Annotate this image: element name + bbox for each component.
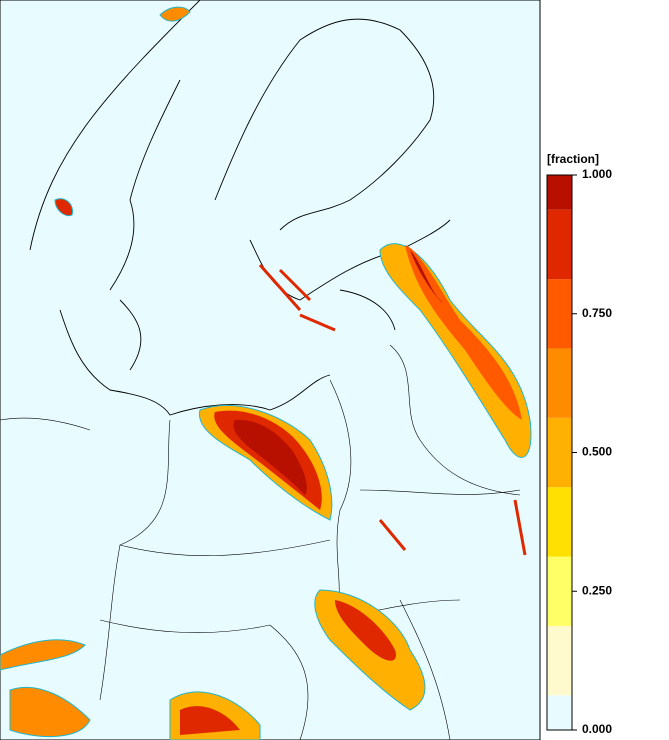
colorbar-bin: [547, 417, 572, 488]
colorbar-tick-label: 1.000: [582, 167, 612, 181]
colorbar-bin: [547, 348, 572, 418]
coastline: [59, 289, 396, 416]
colorbar-tick-label: 0.000: [582, 722, 612, 736]
colorbar-bin: [547, 556, 572, 626]
colorbar-tick-label: 0.750: [582, 306, 612, 320]
colorbar-title: [fraction]: [547, 152, 599, 166]
colorbar-tick-label: 0.500: [582, 445, 612, 459]
border: [0, 344, 521, 740]
colorbar-bin: [547, 625, 572, 696]
map: [0, 0, 541, 740]
colorbar-bin: [547, 279, 572, 349]
colorbar-tick-label: 0.250: [582, 583, 612, 597]
colorbar-bin: [547, 175, 572, 210]
colorbar-bin: [547, 695, 572, 730]
map-background: [0, 0, 541, 740]
precip-field: [0, 6, 532, 740]
colorbar-bin: [547, 487, 572, 557]
colorbar-bin: [547, 209, 572, 280]
coastline: [29, 0, 451, 301]
